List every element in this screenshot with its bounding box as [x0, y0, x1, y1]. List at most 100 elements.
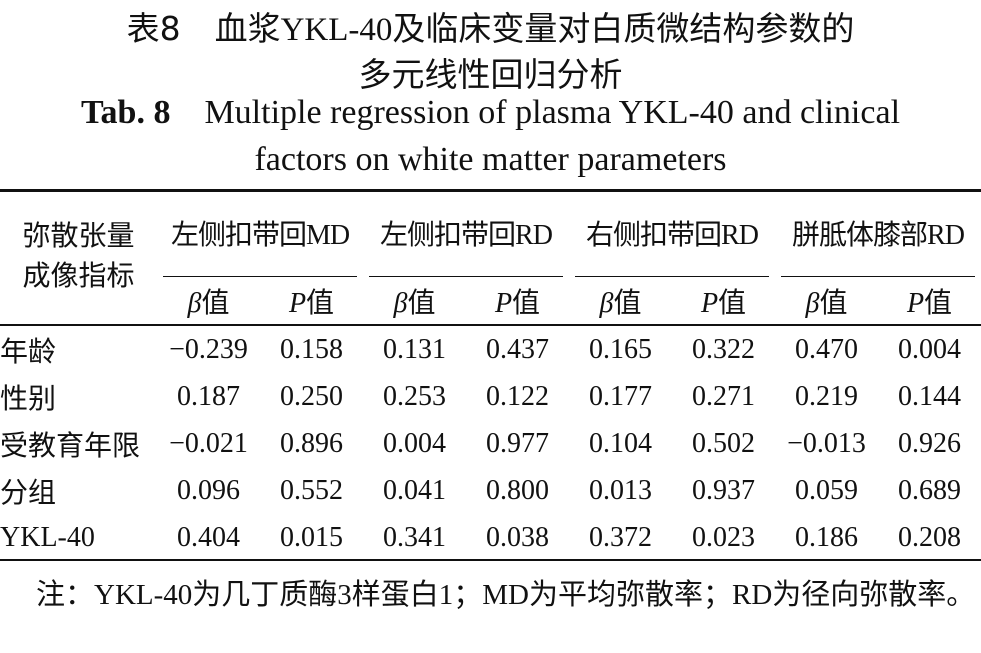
cell: 0.502	[692, 427, 755, 459]
group-cell: 左侧扣带回RD	[363, 193, 569, 277]
zh-title-line: 血浆YKL-40及临床变量对白质微结构参数的	[214, 12, 855, 48]
cell: 0.937	[692, 474, 755, 506]
subheader: P值	[672, 277, 775, 326]
subheader-text: 值	[201, 287, 230, 319]
cell: 0.437	[486, 333, 549, 365]
subheader-row: β值 P值 β值 P值 β值 P值 β值 P值	[0, 277, 981, 326]
cell: 0.038	[486, 521, 549, 553]
subheader: β值	[775, 277, 878, 326]
cell: 0.041	[383, 474, 446, 506]
group-header: 右侧扣带回RD	[575, 193, 769, 277]
subheader-symbol: P	[288, 287, 307, 319]
cell: 0.144	[898, 380, 961, 412]
group-cell: 右侧扣带回RD	[569, 193, 775, 277]
cell: 0.208	[898, 521, 961, 553]
row-label: 性别	[0, 383, 57, 415]
group-header: 左侧扣带回RD	[369, 193, 563, 277]
group-header: 胼胝体膝部RD	[781, 193, 975, 277]
stub-header-line: 成像指标	[22, 261, 135, 292]
cell: 0.341	[383, 521, 446, 553]
data-row: YKL-40 0.404 0.015 0.341 0.038 0.372 0.023 0.18…	[0, 514, 981, 561]
cell: 0.271	[692, 380, 755, 412]
subheader-symbol: P	[494, 287, 513, 319]
row-label: 年龄	[0, 336, 57, 368]
cell: 0.177	[589, 380, 652, 412]
zh-title-line: 多元线性回归分析	[358, 58, 623, 94]
cell: 0.165	[589, 333, 652, 365]
data-row: 年龄 −0.239 0.158 0.131 0.437 0.165 0.322 0.470 0.…	[0, 325, 981, 373]
zh-title: 表8 血浆YKL-40及临床变量对白质微结构参数的	[0, 2, 981, 50]
subheader: β值	[157, 277, 260, 326]
en-title-line: factors on white matter parameters	[254, 141, 727, 178]
group-cell: 左侧扣带回MD	[157, 193, 363, 277]
group-cell: 胼胝体膝部RD	[775, 193, 981, 277]
subheader: P值	[466, 277, 569, 326]
subheader-symbol: P	[906, 287, 925, 319]
cell: 0.013	[589, 474, 652, 506]
subheader-text: 值	[407, 287, 436, 319]
header-row: 弥散张量成像指标 左侧扣带回MD 左侧扣带回RD 右侧扣带回RD 胼胝体膝部RD	[0, 193, 981, 326]
cell: 0.004	[898, 333, 961, 365]
cell: 0.552	[280, 474, 343, 506]
zh-title-label: 表8	[126, 9, 181, 48]
cell: 0.023	[692, 521, 755, 553]
subheader-text: 值	[718, 287, 747, 319]
group-header: 左侧扣带回MD	[163, 193, 357, 277]
subheader: β值	[569, 277, 672, 326]
cell: −0.013	[787, 427, 866, 459]
cell: 0.104	[589, 427, 652, 459]
cell: 0.322	[692, 333, 755, 365]
subheader: P值	[260, 277, 363, 326]
cell: 0.470	[795, 333, 858, 365]
subheader-symbol: β	[599, 287, 614, 319]
cell: 0.800	[486, 474, 549, 506]
table: 弥散张量 成像指标 左侧扣带回MD 左侧扣带回RD 右侧扣带回RD 胼胝体膝部RD β值 P值…	[0, 193, 981, 561]
stub-header: 弥散张量 成像指标	[0, 193, 157, 326]
en-title: Tab. 8 Multiple regression of plasma YKL-…	[0, 94, 981, 132]
cell: 0.131	[383, 333, 446, 365]
en-title-label: Tab. 8	[80, 94, 171, 131]
cell: 0.096	[177, 474, 240, 506]
cell: 0.896	[280, 427, 343, 459]
subheader-text: 值	[306, 287, 335, 319]
subheader-text: 值	[613, 287, 642, 319]
row-label: YKL-40	[0, 521, 95, 553]
subheader-symbol: β	[393, 287, 408, 319]
subheader: P值	[878, 277, 981, 326]
bottom-rule	[0, 559, 981, 561]
cell: 0.219	[795, 380, 858, 412]
subheader-text: 值	[512, 287, 541, 319]
cell: −0.021	[169, 427, 248, 459]
subheader: β值	[363, 277, 466, 326]
cell: 0.926	[898, 427, 961, 459]
subheader-symbol: β	[805, 287, 820, 319]
data-row: 性别 0.187 0.250 0.253 0.122 0.177 0.271 0.219 0.1…	[0, 373, 981, 420]
cell: 0.404	[177, 521, 240, 553]
cell: 0.186	[795, 521, 858, 553]
subheader-symbol: β	[187, 287, 202, 319]
cell: 0.122	[486, 380, 549, 412]
cell: 0.253	[383, 380, 446, 412]
cell: −0.239	[169, 333, 248, 365]
subheader-text: 值	[819, 287, 848, 319]
cell: 0.372	[589, 521, 652, 553]
subheader-symbol: P	[700, 287, 719, 319]
cell: 0.187	[177, 380, 240, 412]
en-title-line: Multiple regression of plasma YKL-40 and…	[204, 94, 901, 131]
row-label: 受教育年限	[0, 430, 141, 462]
top-rule	[0, 189, 981, 192]
cell: 0.689	[898, 474, 961, 506]
subheader-text: 值	[924, 287, 953, 319]
cell: 0.015	[280, 521, 343, 553]
cell: 0.977	[486, 427, 549, 459]
cell: 0.004	[383, 427, 446, 459]
cell: 0.158	[280, 333, 343, 365]
data-row: 受教育年限 −0.021 0.896 0.004 0.977 0.104 0.502 −0.0…	[0, 420, 981, 467]
cell: 0.250	[280, 380, 343, 412]
row-label: 分组	[0, 477, 57, 509]
cell: 0.059	[795, 474, 858, 506]
data-row: 分组 0.096 0.552 0.041 0.800 0.013 0.937 0.059 0.6…	[0, 467, 981, 514]
stub-header-line: 弥散张量	[22, 221, 135, 252]
note: 注：YKL-40为几丁质酶3样蛋白1；MD为平均弥散率；RD为径向弥散率。	[36, 579, 976, 611]
